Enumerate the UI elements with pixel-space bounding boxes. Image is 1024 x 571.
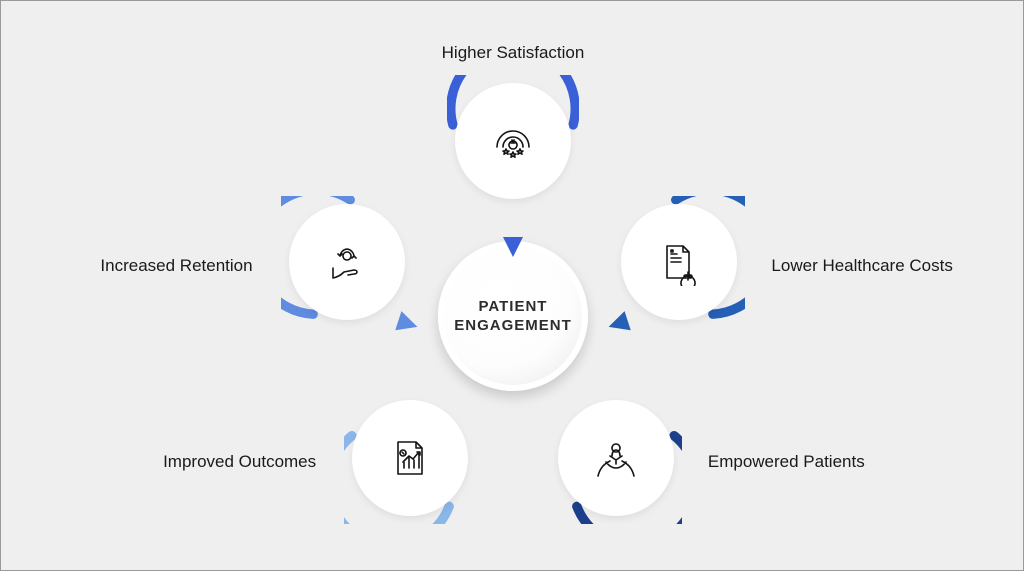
- label-empowered: Empowered Patients: [708, 452, 865, 472]
- node-bubble: [621, 204, 737, 320]
- label-retention: Increased Retention: [100, 256, 252, 276]
- node-empowered: [558, 400, 674, 516]
- invoice-dollar-icon: [655, 238, 703, 286]
- center-line1: PATIENT: [479, 298, 548, 315]
- node-bubble: [352, 400, 468, 516]
- center-hub: PATIENT ENGAGEMENT: [438, 241, 588, 391]
- node-costs: [621, 204, 737, 320]
- gauge-stars-icon: [489, 117, 537, 165]
- node-tail: [501, 235, 525, 259]
- center-title: PATIENT ENGAGEMENT: [454, 297, 572, 336]
- node-satisfaction: [455, 83, 571, 199]
- label-satisfaction: Higher Satisfaction: [442, 43, 585, 63]
- node-retention: [289, 204, 405, 320]
- node-outcomes: [352, 400, 468, 516]
- node-bubble: [558, 400, 674, 516]
- center-line2: ENGAGEMENT: [454, 317, 572, 334]
- node-tail: [392, 309, 422, 339]
- hand-cycle-icon: [323, 238, 371, 286]
- node-bubble: [289, 204, 405, 320]
- hands-person-icon: [592, 434, 640, 482]
- report-chart-icon: [386, 434, 434, 482]
- node-tail: [603, 309, 633, 339]
- label-costs: Lower Healthcare Costs: [771, 256, 952, 276]
- label-outcomes: Improved Outcomes: [163, 452, 316, 472]
- node-bubble: [455, 83, 571, 199]
